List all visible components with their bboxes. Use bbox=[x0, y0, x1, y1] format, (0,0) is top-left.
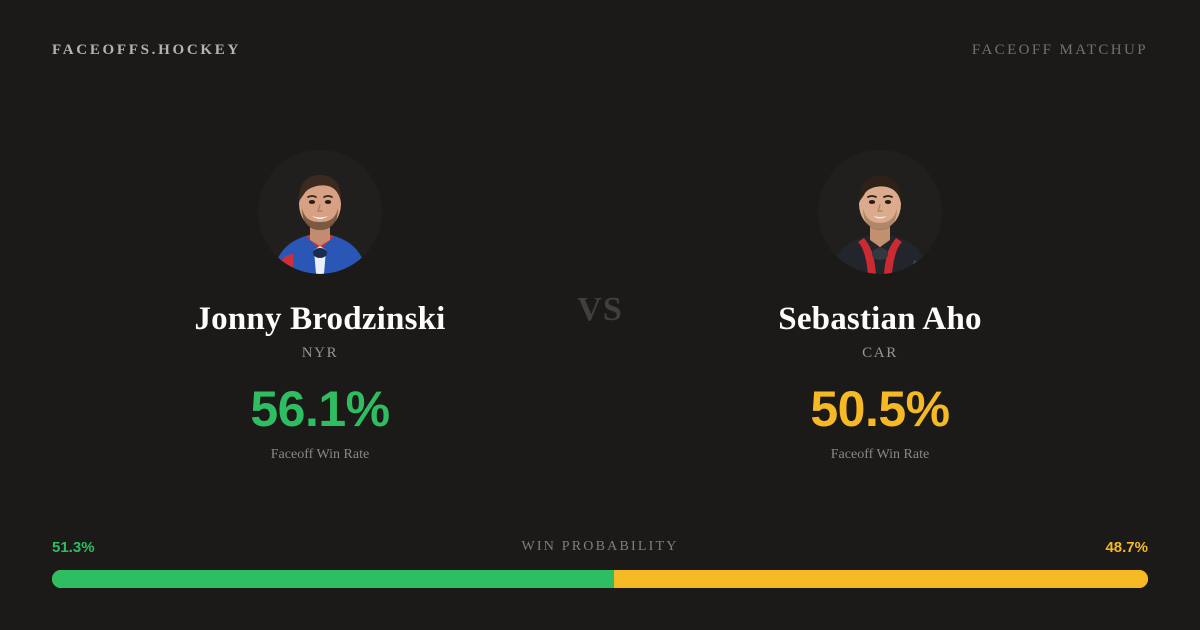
site-brand: FACEOFFS.HOCKEY bbox=[52, 41, 241, 58]
player-faceoff-rate-label-left: Faceoff Win Rate bbox=[270, 447, 370, 463]
win-probability-left-value: 51.3% bbox=[52, 539, 95, 556]
player-headshot-brodzinski bbox=[258, 150, 382, 274]
player-team-right: CAR bbox=[862, 345, 898, 362]
player-faceoff-rate-right: 50.5% bbox=[810, 381, 950, 438]
win-probability-section: 51.3% WIN PROBABILITY 48.7% bbox=[52, 540, 1148, 588]
player-name-right: Sebastian Aho bbox=[778, 301, 982, 337]
header-bar: FACEOFFS.HOCKEY FACEOFF MATCHUP bbox=[0, 0, 1200, 100]
win-probability-labels: 51.3% WIN PROBABILITY 48.7% bbox=[52, 540, 1148, 558]
player-card-right[interactable]: Sebastian Aho CAR 50.5% Faceoff Win Rate bbox=[660, 150, 1100, 462]
player-faceoff-rate-label-right: Faceoff Win Rate bbox=[830, 447, 930, 463]
player-name-left: Jonny Brodzinski bbox=[194, 301, 446, 337]
player-faceoff-rate-left: 56.1% bbox=[250, 381, 390, 438]
player-card-left[interactable]: Jonny Brodzinski NYR 56.1% Faceoff Win R… bbox=[100, 150, 540, 462]
header-tagline: FACEOFF MATCHUP bbox=[971, 41, 1148, 58]
win-probability-bar bbox=[52, 570, 1148, 588]
player-team-left: NYR bbox=[301, 345, 339, 362]
win-probability-bar-left-segment bbox=[52, 570, 615, 588]
win-probability-title: WIN PROBABILITY bbox=[521, 539, 679, 554]
win-probability-right-value: 48.7% bbox=[1105, 539, 1148, 556]
player-headshot-aho bbox=[818, 150, 942, 274]
versus-label: VS bbox=[577, 291, 623, 328]
matchup-row: Jonny Brodzinski NYR 56.1% Faceoff Win R… bbox=[0, 150, 1200, 470]
win-probability-bar-right-segment bbox=[614, 570, 1148, 588]
